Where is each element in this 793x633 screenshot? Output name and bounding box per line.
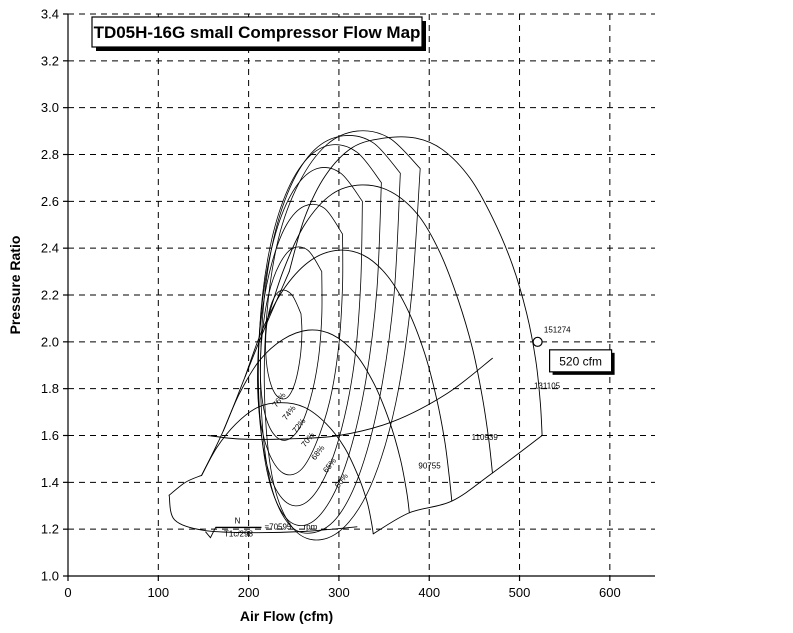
efficiency-island-label: 74% [281,404,298,422]
y-axis-title: Pressure Ratio [7,236,23,335]
callout-box[interactable] [548,349,613,373]
efficiency-island-curve [265,289,303,400]
x-tick-label: 300 [328,585,350,600]
formula-value: =70595 [264,523,291,532]
x-tick-label: 0 [64,585,71,600]
x-tick-label: 100 [147,585,169,600]
y-tick-label: 1.4 [41,475,59,490]
y-tick-label: 1.2 [41,522,59,537]
callout-label: 520 cfm [559,354,602,368]
speed-line-label: 90755 [418,461,441,470]
boundary-left [168,474,203,496]
x-tick-label: 400 [418,585,440,600]
x-tick-label: 200 [238,585,260,600]
efficiency-island-label: 72% [291,417,308,435]
axis-ticks: 1.0 1.2 1.4 1.6 1.8 2.0 2.2 2.4 2.6 2.8 3.0 3.2 3.4 0… [41,7,621,601]
y-tick-label: 2.0 [41,334,59,349]
operating-point-marker[interactable] [532,336,543,347]
speed-lines [201,136,543,535]
y-tick-label: 3.4 [41,7,59,22]
efficiency-island-label: 76% [271,391,288,409]
x-tick-label: 500 [509,585,531,600]
y-tick-label: 2.2 [41,288,59,303]
y-tick-label: 1.6 [41,428,59,443]
formula-denominator: T1c/298 [224,530,253,539]
chart-title: TD05H-16G small Compressor Flow Map [94,23,421,42]
gridlines [68,13,655,576]
operating-point-group[interactable] [532,336,543,347]
y-tick-label: 1.8 [41,381,59,396]
efficiency-island-curve [260,135,401,534]
y-tick-label: 2.4 [41,241,59,256]
y-tick-label: 3.2 [41,53,59,68]
speed-line-labels: 151274 131105 110939 90755 [418,325,571,470]
efficiency-island-curve [257,144,382,527]
boundary-lower [168,494,358,534]
speed-line-label: 110939 [472,433,499,442]
efficiency-island-label: 60% [333,472,350,490]
chart-title-group: TD05H-16G small Compressor Flow Map [91,16,426,51]
y-tick-label: 2.6 [41,194,59,209]
y-tick-label: 1.0 [41,569,59,584]
title-box [91,16,423,48]
map-boundaries [168,271,543,535]
efficiency-island-label: 68% [310,444,327,462]
formula-radical-sign [205,527,262,539]
x-tick-label: 600 [599,585,621,600]
speed-line-curve [264,184,493,474]
efficiency-island-curve [259,246,323,441]
y-tick-label: 3.0 [41,100,59,115]
inner-arc [207,357,493,440]
operating-point-callout[interactable]: 520 cfm [548,349,615,375]
x-axis-title: Air Flow (cfm) [240,608,333,624]
formula-units: rpm [303,523,317,532]
speed-line-label: 151274 [544,325,571,334]
efficiency-island-label: 70% [300,431,317,449]
speed-line-curve [222,329,410,514]
efficiency-island-curve [257,167,363,507]
speed-formula-annotation: N T1c/298 =70595 rpm [205,517,318,539]
speed-line-label: 131105 [534,382,561,391]
speed-line-curve [288,136,543,436]
efficiency-island-curve [263,130,421,541]
efficiency-island-label: 65% [321,456,338,474]
y-tick-label: 2.8 [41,147,59,162]
formula-numerator: N [235,517,241,526]
speed-line-curve [244,249,453,502]
speed-line-curve [201,402,374,535]
